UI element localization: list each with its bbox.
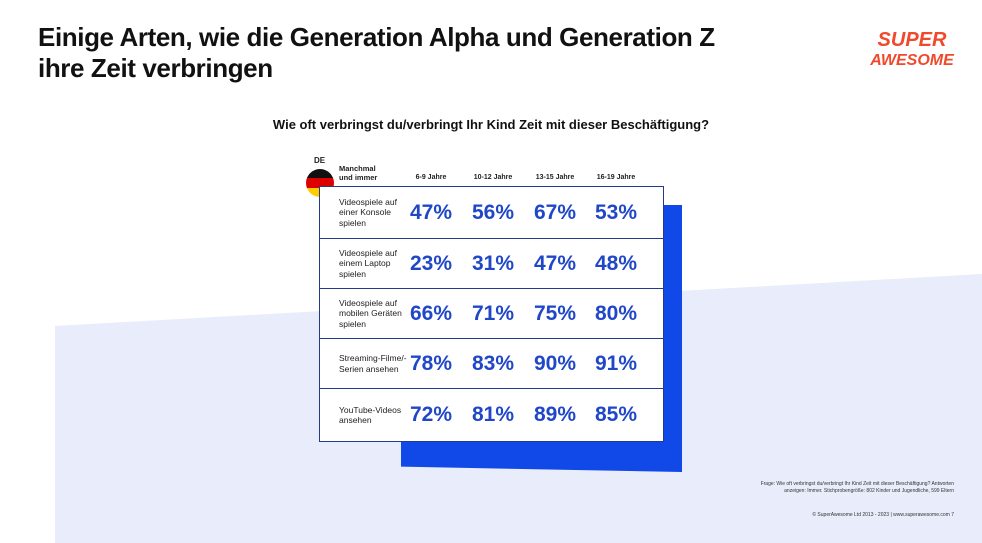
column-header: 16-19 Jahre bbox=[596, 174, 636, 181]
value-cell: 85% bbox=[594, 403, 638, 426]
footnote: Frage: Wie oft verbringst du/verbringt I… bbox=[760, 481, 954, 494]
value-cell: 90% bbox=[533, 351, 577, 375]
page-title: Einige Arten, wie die Generation Alpha u… bbox=[38, 22, 715, 84]
survey-question: Wie oft verbringst du/verbringt Ihr Kind… bbox=[272, 117, 710, 132]
metric-label-line-1: Manchmal bbox=[339, 164, 376, 173]
value-cell: 47% bbox=[533, 251, 577, 275]
table-row: Streaming-Filme/-Serien ansehen 78% 83% 90%… bbox=[320, 339, 663, 389]
value-cell: 66% bbox=[409, 301, 453, 325]
column-header: 13-15 Jahre bbox=[535, 174, 575, 181]
superawesome-logo: SUPER AWESOME bbox=[869, 29, 955, 68]
value-cell: 71% bbox=[471, 301, 515, 325]
data-table: Videospiele auf einer Konsole spielen 47%… bbox=[319, 186, 664, 442]
metric-label-line-2: und immer bbox=[339, 172, 378, 182]
value-cell: 67% bbox=[533, 200, 577, 224]
value-cell: 91% bbox=[594, 351, 638, 375]
value-cell: 31% bbox=[471, 251, 515, 275]
row-label: Videospiele auf einem Laptop spielen bbox=[339, 247, 397, 279]
copyright: © SuperAwesome Ltd 2013 - 2023 | www.sup… bbox=[812, 512, 954, 518]
metric-label: Manchmal und immer bbox=[339, 164, 378, 182]
value-cell: 48% bbox=[594, 251, 638, 275]
row-label: Videospiele auf einer Konsole spielen bbox=[339, 196, 397, 228]
table-row: Videospiele auf einem Laptop spielen 23% 3… bbox=[320, 239, 663, 289]
row-label: Videospiele auf mobilen Geräten spielen bbox=[339, 297, 402, 329]
page-title-line-2: ihre Zeit verbringen bbox=[38, 53, 273, 83]
value-cell: 75% bbox=[533, 301, 577, 325]
page-title-line-1: Einige Arten, wie die Generation Alpha u… bbox=[38, 22, 715, 52]
column-header: 10-12 Jahre bbox=[473, 174, 513, 181]
value-cell: 81% bbox=[471, 403, 515, 426]
country-code: DE bbox=[314, 156, 326, 165]
value-cell: 89% bbox=[533, 403, 577, 426]
value-cell: 80% bbox=[594, 301, 638, 325]
table-row: Videospiele auf mobilen Geräten spielen 6… bbox=[320, 289, 663, 339]
value-cell: 56% bbox=[471, 200, 515, 224]
logo-text-line-1: SUPER bbox=[878, 29, 947, 51]
value-cell: 83% bbox=[471, 351, 515, 375]
value-cell: 47% bbox=[409, 200, 453, 224]
value-cell: 78% bbox=[409, 351, 453, 375]
column-header: 6-9 Jahre bbox=[415, 174, 447, 181]
row-label: Streaming-Filme/-Serien ansehen bbox=[339, 353, 407, 374]
value-cell: 23% bbox=[409, 251, 453, 275]
value-cell: 53% bbox=[594, 200, 638, 224]
value-cell: 72% bbox=[409, 403, 453, 426]
table-row: Videospiele auf einer Konsole spielen 47%… bbox=[320, 187, 663, 239]
table-row: YouTube-Videos ansehen 72% 81% 89% 85% bbox=[320, 389, 663, 441]
logo-text-line-2: AWESOME bbox=[869, 52, 955, 68]
row-label: YouTube-Videos ansehen bbox=[339, 404, 402, 426]
